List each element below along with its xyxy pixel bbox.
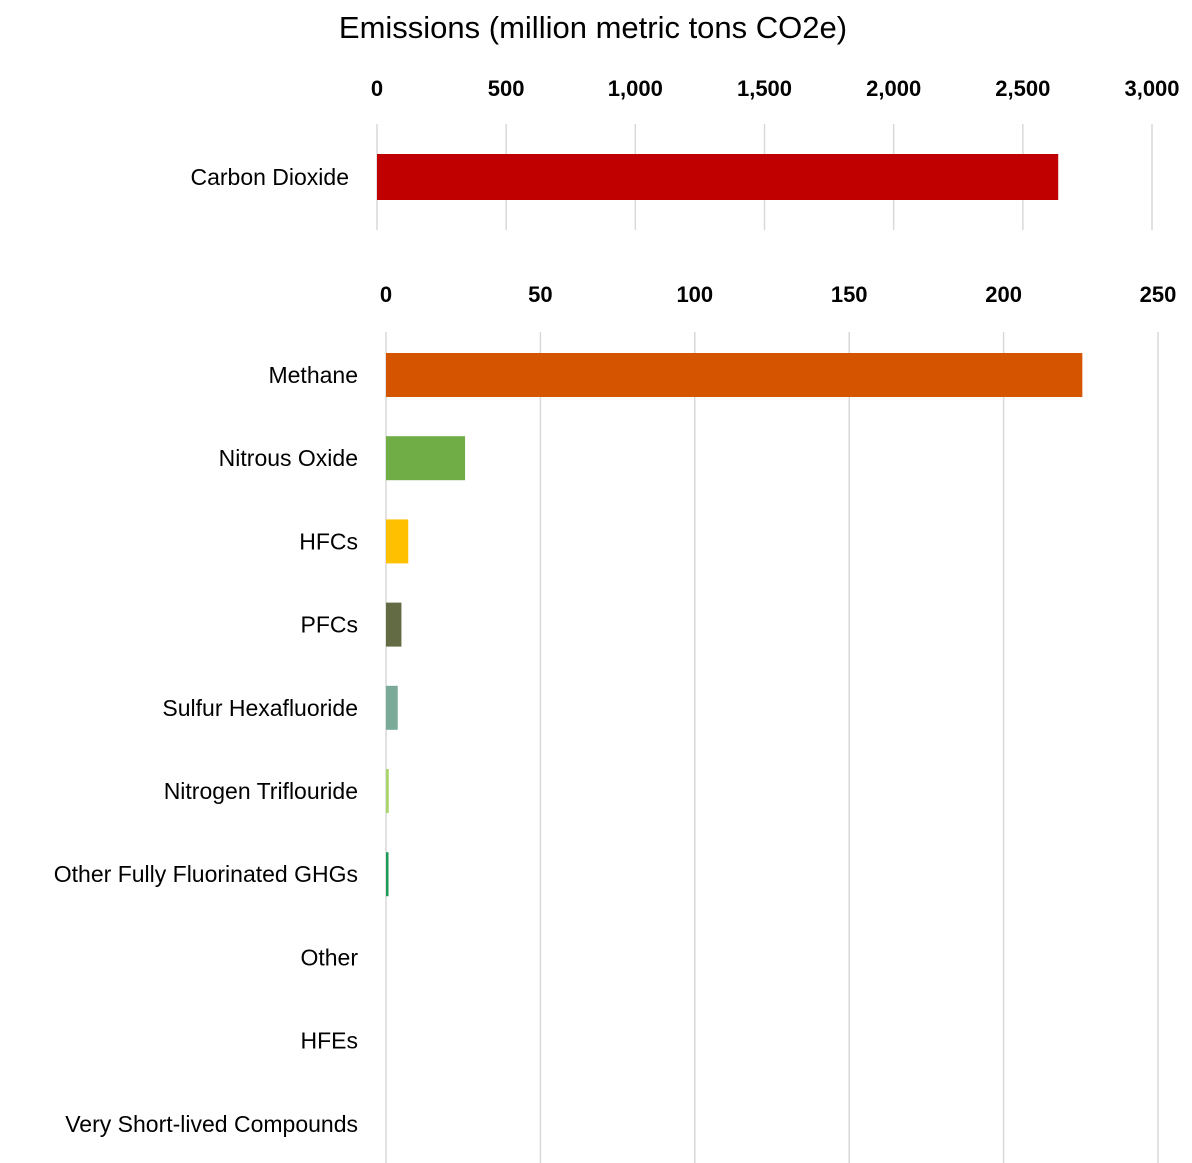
- category-label: HFEs: [301, 1028, 359, 1054]
- bar: [386, 353, 1083, 397]
- x-tick-label: 0: [371, 76, 383, 101]
- x-tick-label: 1,500: [737, 76, 792, 101]
- category-label: Other Fully Fluorinated GHGs: [54, 861, 358, 887]
- bar: [386, 769, 389, 813]
- x-tick-label: 500: [488, 76, 525, 101]
- category-label: Sulfur Hexafluoride: [162, 695, 358, 721]
- category-label: Nitrogen Triflouride: [164, 778, 358, 804]
- x-tick-label: 100: [676, 282, 713, 307]
- x-tick-label: 150: [831, 282, 868, 307]
- x-tick-label: 250: [1140, 282, 1177, 307]
- chart-title: Emissions (million metric tons CO2e): [339, 10, 847, 45]
- category-label: Methane: [268, 362, 358, 388]
- bar: [386, 852, 389, 897]
- bar: [377, 154, 1059, 200]
- x-tick-label: 200: [985, 282, 1022, 307]
- x-tick-label: 0: [380, 282, 392, 307]
- category-label: Other: [300, 944, 358, 970]
- x-tick-label: 2,000: [866, 76, 921, 101]
- bar: [386, 685, 398, 730]
- x-tick-label: 1,000: [608, 76, 663, 101]
- category-label: Carbon Dioxide: [190, 164, 349, 190]
- bar: [386, 602, 402, 647]
- category-label: PFCs: [301, 612, 359, 638]
- bar: [386, 436, 466, 481]
- category-label: Very Short-lived Compounds: [65, 1111, 358, 1137]
- x-tick-label: 2,500: [995, 76, 1050, 101]
- other-gases-panel: 0 50 100 150 200 250 Methane Nitrous Oxide HFCs P…: [54, 282, 1177, 1163]
- category-label: Nitrous Oxide: [219, 445, 358, 471]
- carbon-dioxide-panel: 0 500 1,000 1,500 2,000 2,500 3,000 Carbon Diox…: [190, 76, 1180, 230]
- bar: [386, 519, 409, 564]
- category-label: HFCs: [299, 528, 358, 554]
- x-tick-label: 50: [528, 282, 552, 307]
- x-tick-label: 3,000: [1124, 76, 1179, 101]
